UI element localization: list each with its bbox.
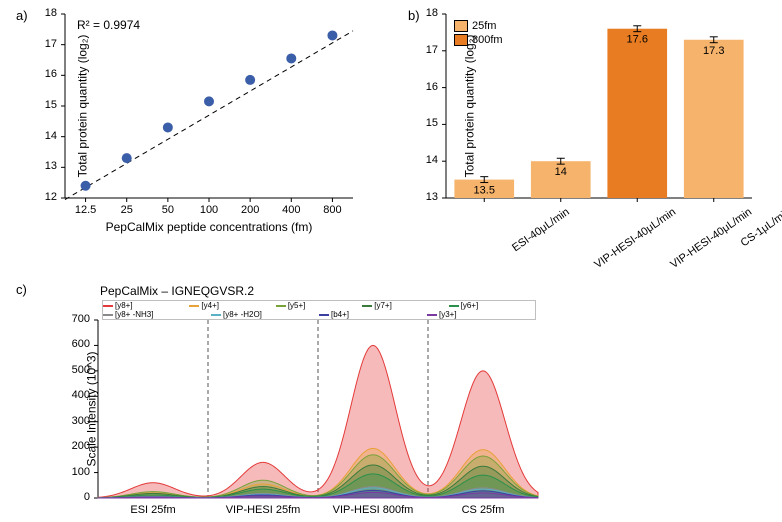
figure-root: a) b) c) Total protein quantity (log₂) P… bbox=[0, 0, 782, 522]
svg-text:17.3: 17.3 bbox=[703, 45, 724, 57]
panel-a-svg bbox=[65, 14, 353, 198]
panel-c-title: PepCalMix – IGNEQGVSR.2 bbox=[100, 284, 254, 298]
svg-text:13.5: 13.5 bbox=[474, 185, 495, 197]
panel-label-c: c) bbox=[16, 282, 27, 297]
legend-item-25fm: 25fm bbox=[454, 20, 503, 32]
legend-swatch-25fm bbox=[454, 20, 468, 32]
panel-a-ylabel: Total protein quantity (log₂) bbox=[75, 35, 89, 178]
panel-a-xlabel: PepCalMix peptide concentrations (fm) bbox=[106, 220, 313, 234]
legend-swatch-800fm bbox=[454, 34, 468, 46]
panel-label-a: a) bbox=[16, 8, 28, 23]
panel-c-area: Scale Intensity (10^3) 01002003004005006… bbox=[98, 320, 538, 498]
panel-label-b: b) bbox=[408, 8, 420, 23]
panel-b-bars: 13.5 14 17.6 17.3 Total protein quantity (l… bbox=[446, 14, 752, 198]
panel-a-r2: R² = 0.9974 bbox=[77, 18, 140, 32]
svg-text:14: 14 bbox=[555, 166, 567, 178]
panel-b-legend: 25fm 800fm bbox=[454, 20, 503, 48]
panel-c-svg bbox=[98, 320, 538, 498]
svg-text:17.6: 17.6 bbox=[627, 34, 648, 46]
legend-item-800fm: 800fm bbox=[454, 34, 503, 46]
legend-label-25fm: 25fm bbox=[472, 20, 496, 32]
panel-c-legend: [y8+][y4+][y5+][y7+][y6+][y8+ -NH3][y8+ … bbox=[102, 300, 536, 320]
panel-b-ylabel: Total protein quantity (log₂) bbox=[462, 35, 476, 178]
panel-a-scatter: Total protein quantity (log₂) PepCalMix … bbox=[65, 14, 353, 198]
legend-label-800fm: 800fm bbox=[472, 34, 503, 46]
